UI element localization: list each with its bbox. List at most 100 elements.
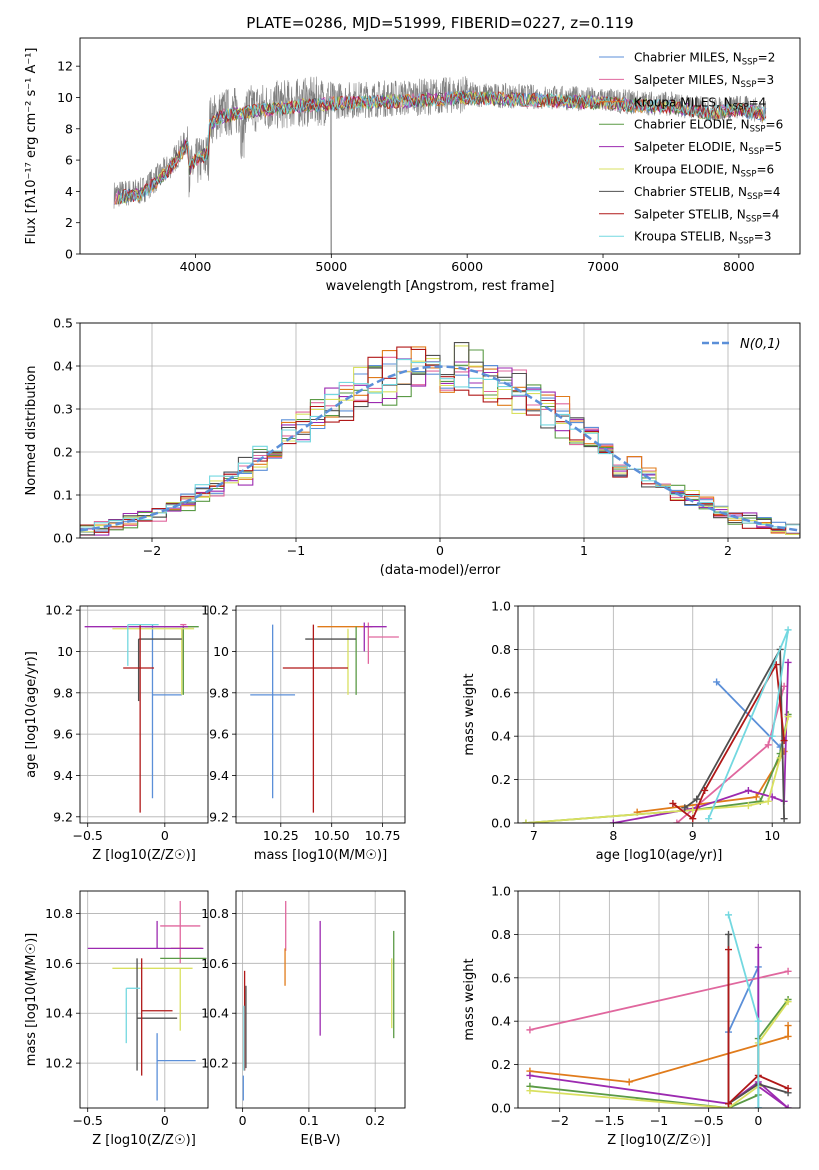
- weight-line: [529, 1025, 789, 1083]
- weight-point: [764, 741, 772, 749]
- y-tick-label: 0.5: [53, 316, 73, 331]
- y-tick-label: 0.6: [491, 970, 511, 985]
- spectrum-axes: 4000 5000 6000 7000 8000 0 2 4 6 8 10 12 wavelength …: [24, 48, 755, 295]
- y-tick-label: 9.6: [209, 727, 229, 742]
- x-tick-label: 5000: [315, 259, 347, 274]
- y-tick-label: 10.8: [201, 906, 229, 921]
- legend-entry: N(0,1): [740, 337, 781, 352]
- weight-line: [529, 970, 789, 1031]
- weight-vs-age-frame: [517, 605, 801, 824]
- x-tick-label: 10: [764, 828, 780, 843]
- x-tick-label: 0: [161, 828, 169, 843]
- weight-point: [713, 678, 721, 686]
- weight-point: [754, 943, 762, 951]
- weight-point: [784, 626, 792, 634]
- weight-point: [780, 737, 788, 745]
- mass-vs-Z-axes: −0.5 0 10.2 10.4 10.6 10.8 Z [log10(Z/Z☉)] mass…: [24, 891, 208, 1148]
- x-tick-label: 2: [724, 543, 732, 558]
- age-vs-mass-frame: [235, 605, 406, 824]
- x-tick-label: −2: [143, 543, 161, 558]
- y-axis-label: Normed distribution: [24, 366, 39, 496]
- legend-entry: Chabrier MILES, NSSP=2: [634, 51, 775, 68]
- weight-point: [725, 1100, 733, 1108]
- y-tick-label: 10.2: [45, 603, 73, 618]
- weight-point: [725, 930, 733, 938]
- mass-vs-EBV-plot: [242, 900, 395, 1101]
- weight-vs-Z-frame: [517, 890, 801, 1109]
- x-tick-label: 1: [580, 543, 588, 558]
- weight-point: [669, 799, 677, 807]
- y-tick-label: 0.2: [491, 772, 511, 787]
- y-tick-label: 8: [65, 121, 73, 136]
- x-axis-label: age [log10(age/yr)]: [596, 848, 723, 863]
- mass-vs-Z-frame: [79, 890, 209, 1109]
- weight-line: [525, 716, 789, 823]
- y-tick-label: 1.0: [491, 599, 511, 614]
- weight-point: [701, 786, 709, 794]
- x-tick-label: 7: [530, 828, 538, 843]
- y-tick-label: 0.8: [491, 642, 511, 657]
- weight-point: [725, 946, 733, 954]
- weight-line: [684, 646, 785, 819]
- y-axis-label: age [log10(age/yr)]: [24, 651, 39, 778]
- x-tick-label: 10.25: [263, 828, 299, 843]
- weight-point: [752, 793, 760, 801]
- legend-entry: Chabrier ELODIE, NSSP=6: [634, 118, 783, 135]
- weight-point: [784, 658, 792, 666]
- y-tick-label: 9.2: [53, 809, 73, 824]
- weight-point: [609, 819, 617, 823]
- age-vs-Z-axes: −0.5 0 9.2 9.4 9.6 9.8 10 10.2 Z [log10(Z/Z☉)] ag…: [24, 603, 208, 863]
- x-axis-label: Z [log10(Z/Z☉)]: [92, 848, 196, 863]
- weight-point: [754, 1017, 762, 1025]
- y-tick-label: 10: [57, 644, 73, 659]
- weight-vs-age-plot: [522, 626, 792, 823]
- weight-line: [727, 949, 789, 1106]
- y-tick-label: 9.2: [209, 809, 229, 824]
- weight-point: [754, 1104, 762, 1108]
- spectrum-frame: [79, 37, 801, 255]
- x-tick-label: 8000: [723, 259, 755, 274]
- legend-entry: Kroupa ELODIE, NSSP=6: [634, 163, 774, 180]
- x-tick-label: −2: [550, 1113, 568, 1128]
- weight-point: [780, 815, 788, 823]
- age-vs-mass-plot: [250, 622, 399, 813]
- legend-entry: Salpeter STELIB, NSSP=4: [634, 207, 779, 224]
- legend-entry: Chabrier STELIB, NSSP=4: [634, 185, 781, 202]
- y-tick-label: 0.1: [53, 488, 73, 503]
- x-axis-label: E(B-V): [300, 1133, 340, 1148]
- legend-entry: Salpeter MILES, NSSP=3: [634, 73, 774, 90]
- weight-point: [681, 804, 689, 812]
- weight-point: [784, 1084, 792, 1092]
- y-tick-label: 6: [65, 153, 73, 168]
- x-tick-label: 0.2: [365, 1113, 385, 1128]
- model-spectrum: [119, 90, 766, 205]
- weight-point: [768, 732, 776, 740]
- x-tick-label: 0: [161, 1113, 169, 1128]
- weight-point: [725, 911, 733, 919]
- weight-vs-Z-plot: [526, 911, 792, 1108]
- weight-point: [522, 819, 530, 823]
- y-tick-label: 10.4: [45, 1006, 73, 1021]
- y-tick-label: 0.8: [491, 927, 511, 942]
- spectrum-legend: Chabrier MILES, NSSP=2 Salpeter MILES, NS…: [599, 51, 783, 247]
- y-tick-label: 0.2: [53, 445, 73, 460]
- y-tick-label: 0.4: [53, 359, 73, 374]
- mass-vs-EBV-frame: [235, 890, 406, 1109]
- y-axis-label: mass weight: [462, 958, 477, 1040]
- residual-plot: [80, 342, 800, 538]
- x-tick-label: 0: [754, 1113, 762, 1128]
- residuals-frame: [79, 322, 801, 539]
- x-tick-label: −0.5: [73, 1113, 103, 1128]
- y-tick-label: 10: [57, 90, 73, 105]
- y-axis-label: Flux [fλ10⁻¹⁷ erg cm⁻² s⁻¹ A⁻¹]: [24, 48, 39, 245]
- x-tick-label: −0.5: [73, 828, 103, 843]
- y-tick-label: 9.8: [209, 685, 229, 700]
- y-tick-label: 9.4: [209, 768, 229, 783]
- x-tick-label: 9: [689, 828, 697, 843]
- residuals-axes: −2 −1 0 1 2 0.0 0.1 0.2 0.3 0.4 0.5 (data-model)/er…: [24, 316, 800, 578]
- residual-histogram: [80, 359, 800, 538]
- y-tick-label: 0.2: [491, 1057, 511, 1072]
- y-tick-label: 10.2: [45, 1056, 73, 1071]
- y-tick-label: 10.8: [45, 906, 73, 921]
